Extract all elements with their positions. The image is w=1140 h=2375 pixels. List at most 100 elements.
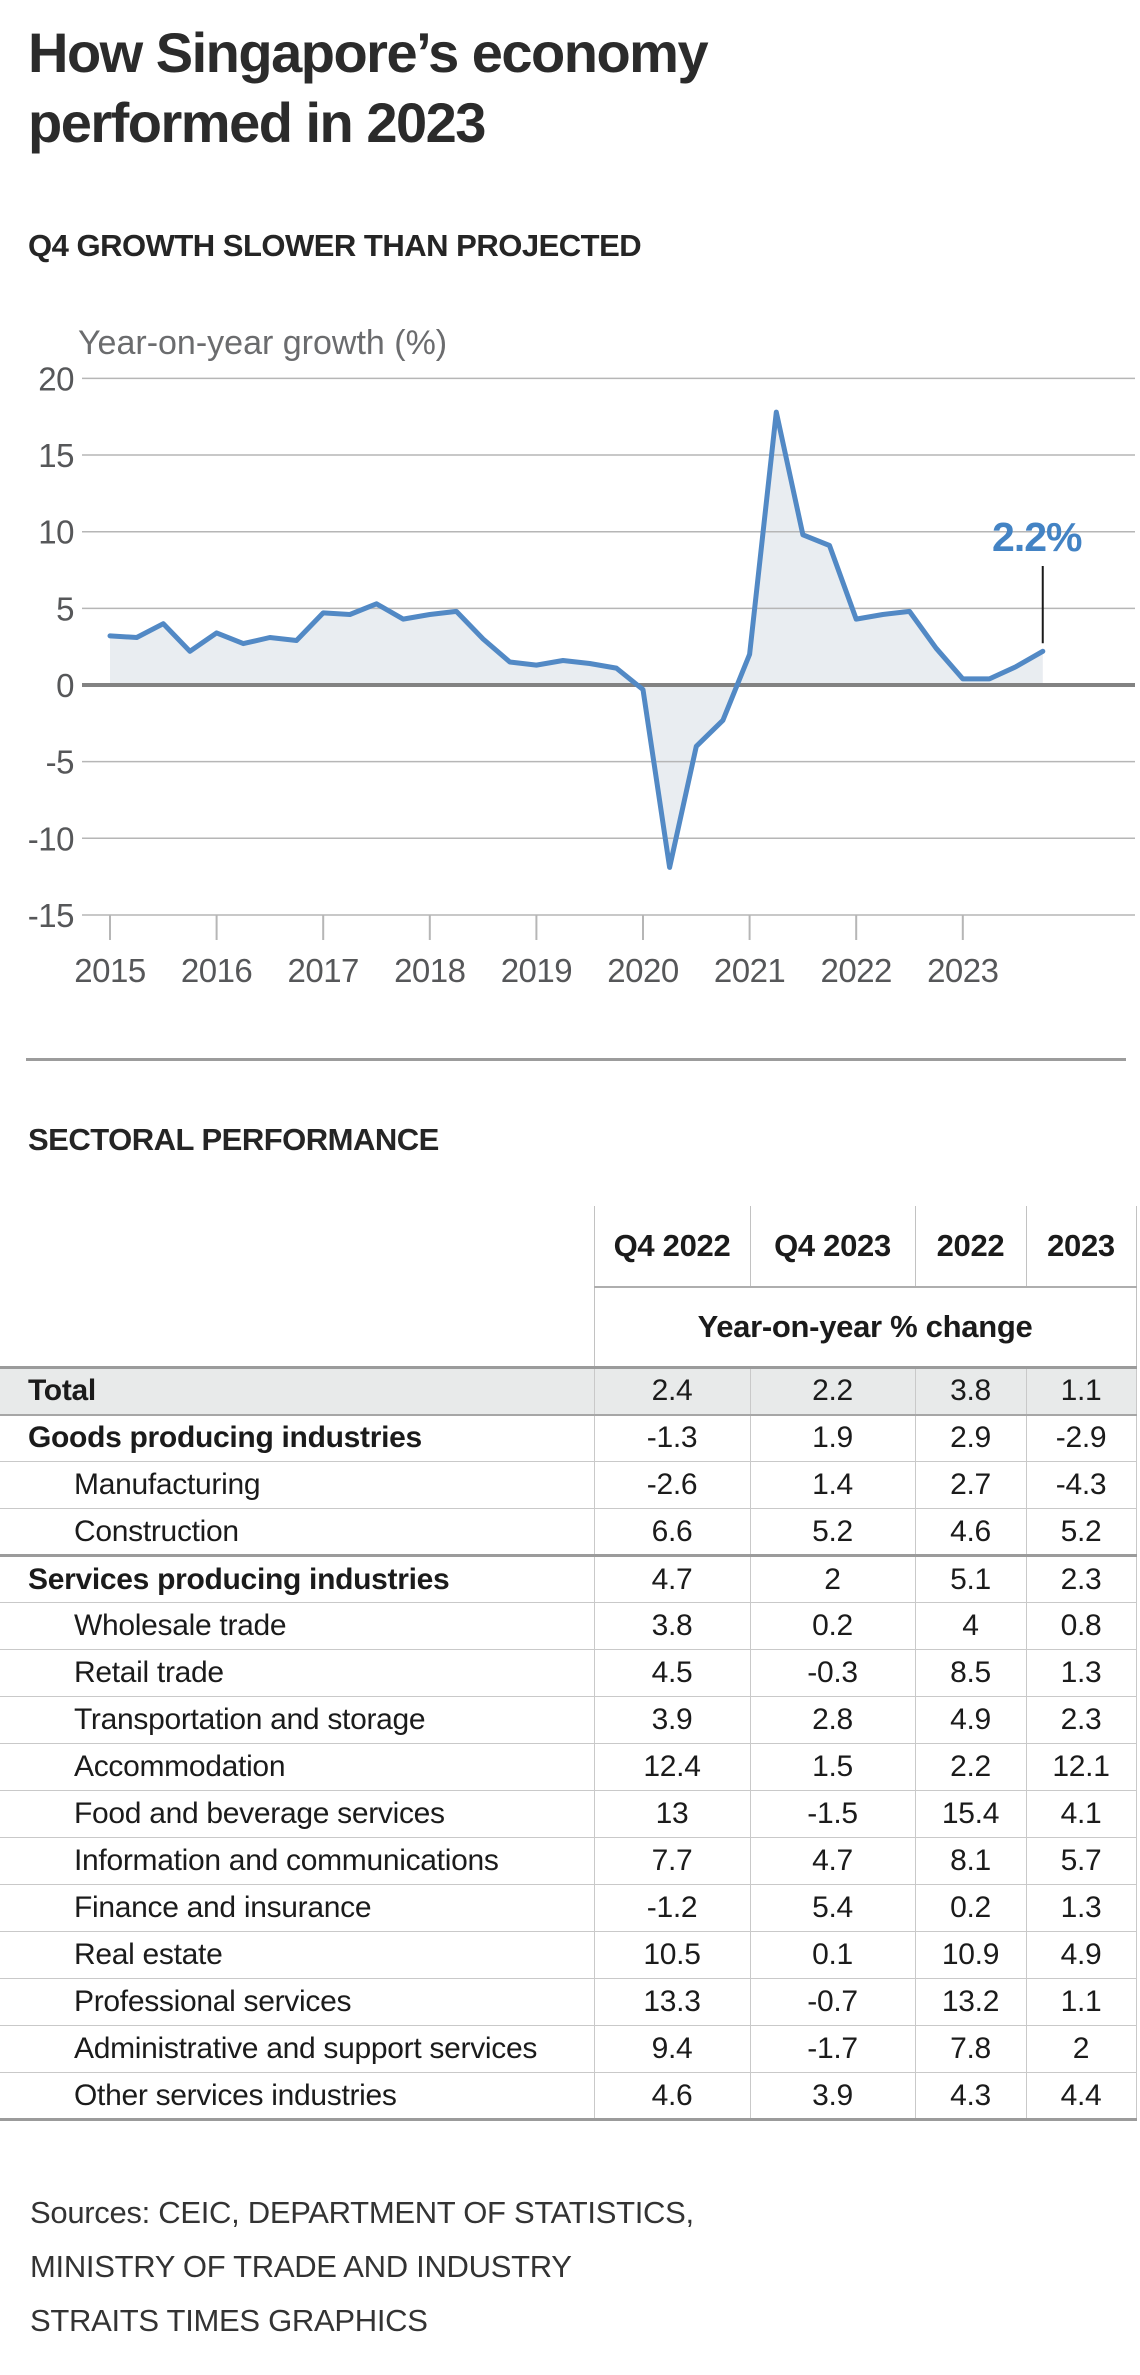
row-value: 4.6: [593, 2072, 750, 2120]
row-value: -1.3: [593, 1414, 750, 1462]
table-header-row: Q4 2022 Q4 2023 2022 2023: [0, 1206, 1137, 1288]
row-value: 0.8: [1025, 1602, 1137, 1650]
row-value: 1.3: [1025, 1884, 1137, 1932]
x-tick-label: 2020: [607, 952, 679, 989]
table-row-real-estate: Real estate 10.5 0.1 10.9 4.9: [0, 1931, 1137, 1979]
annotation-label: 2.2%: [992, 514, 1082, 560]
x-tick-label: 2022: [820, 952, 891, 989]
table-row-finance-insurance: Finance and insurance -1.2 5.4 0.2 1.3: [0, 1884, 1137, 1932]
table-row-retail-trade: Retail trade 4.5 -0.3 8.5 1.3: [0, 1649, 1137, 1697]
x-axis-labels: 2015 2016 2017 2018 2019 2020 2021 2022 2023: [74, 952, 999, 989]
table-row-manufacturing: Manufacturing -2.6 1.4 2.7 -4.3: [0, 1461, 1137, 1509]
y-tick-label: 0: [56, 667, 74, 704]
growth-chart: Year-on-year growth (%) 20151050-5-10-15…: [28, 324, 1135, 989]
row-label: Total: [0, 1367, 594, 1415]
row-value: 4: [914, 1602, 1026, 1650]
row-label: Transportation and storage: [74, 1703, 426, 1736]
row-value: -0.7: [749, 1978, 915, 2026]
row-value: -4.3: [1025, 1461, 1137, 1509]
row-value: 5.7: [1025, 1837, 1137, 1885]
row-value: -1.7: [749, 2025, 915, 2073]
row-value: 1.3: [1025, 1649, 1137, 1697]
row-value: 5.2: [1025, 1508, 1137, 1556]
table-row-services: Services producing industries 4.7 2 5.1 …: [0, 1555, 1137, 1603]
row-value: 1.4: [749, 1461, 915, 1509]
row-value: 0.1: [749, 1931, 915, 1979]
y-tick-label: 10: [38, 514, 74, 551]
row-value: 2: [1025, 2025, 1137, 2073]
row-label: Retail trade: [74, 1656, 224, 1689]
row-value: 1.9: [749, 1414, 915, 1462]
row-value: 4.7: [749, 1837, 915, 1885]
table-row-construction: Construction 6.6 5.2 4.6 5.2: [0, 1508, 1137, 1556]
y-tick-label: -5: [46, 744, 74, 781]
row-value: 12.4: [593, 1743, 750, 1791]
row-label: Accommodation: [74, 1750, 286, 1783]
row-label: Real estate: [74, 1938, 223, 1971]
x-tick-label: 2016: [181, 952, 252, 989]
x-tick-label: 2015: [74, 952, 145, 989]
sources-line-3: STRAITS TIMES GRAPHICS: [30, 2303, 428, 2338]
row-value: -2.9: [1025, 1414, 1137, 1462]
row-value: 4.9: [914, 1696, 1026, 1744]
row-value: -1.5: [749, 1790, 915, 1838]
row-value: 2.4: [593, 1367, 750, 1415]
row-label: Professional services: [74, 1985, 352, 2018]
row-value: 2.2: [749, 1367, 915, 1415]
row-value: 2.7: [914, 1461, 1026, 1509]
row-value: 13: [593, 1790, 750, 1838]
section-divider: [26, 1058, 1126, 1061]
table-row-wholesale-trade: Wholesale trade 3.8 0.2 4 0.8: [0, 1602, 1137, 1650]
row-value: 4.5: [593, 1649, 750, 1697]
row-value: 0.2: [749, 1602, 915, 1650]
table-subheader-row: Year-on-year % change: [0, 1287, 1137, 1368]
table-row-professional-services: Professional services 13.3 -0.7 13.2 1.1: [0, 1978, 1137, 2026]
row-value: 10.5: [593, 1931, 750, 1979]
row-label: Information and communications: [74, 1844, 499, 1877]
row-label: Other services industries: [74, 2078, 397, 2112]
y-tick-label: 20: [38, 360, 74, 397]
page-title: How Singapore’s economy performed in 202…: [28, 18, 709, 158]
row-label: Services producing industries: [28, 1562, 450, 1596]
row-value: -0.3: [749, 1649, 915, 1697]
table-row-transportation: Transportation and storage 3.9 2.8 4.9 2…: [0, 1696, 1137, 1744]
x-tick-label: 2021: [714, 952, 785, 989]
row-value: 0.2: [914, 1884, 1026, 1932]
col-header-q4-2023: Q4 2023: [749, 1206, 915, 1288]
sector-table: Q4 2022 Q4 2023 2022 2023 Year-on-year %…: [0, 1206, 1137, 2121]
row-value: 4.6: [914, 1508, 1026, 1556]
row-value: 2.3: [1025, 1555, 1137, 1603]
row-label: Goods producing industries: [28, 1421, 422, 1455]
y-axis-labels: 20 15 10 5 0 -5 -10 -15: [28, 360, 75, 934]
x-axis-ticks: [109, 915, 964, 940]
row-value: 15.4: [914, 1790, 1026, 1838]
row-value: 5.4: [749, 1884, 915, 1932]
row-value: 7.8: [914, 2025, 1026, 2073]
row-label: Wholesale trade: [74, 1609, 287, 1642]
chart-section-heading: Q4 GROWTH SLOWER THAN PROJECTED: [28, 228, 642, 263]
growth-line: [107, 409, 1046, 870]
sources-credit: Sources: CEIC, DEPARTMENT OF STATISTICS,…: [30, 2186, 694, 2348]
chart-unit-label: Year-on-year growth (%): [78, 324, 447, 362]
row-value: 8.1: [914, 1837, 1026, 1885]
col-header-2022: 2022: [914, 1206, 1026, 1288]
row-value: 4.9: [1025, 1931, 1137, 1979]
row-value: 3.9: [749, 2072, 915, 2120]
table-row-infocomm: Information and communications 7.7 4.7 8…: [0, 1837, 1137, 1885]
header-spacer: [0, 1206, 594, 1287]
row-value: 4.1: [1025, 1790, 1137, 1838]
subheader-spacer: [0, 1287, 594, 1368]
row-value: 7.7: [593, 1837, 750, 1885]
y-tick-label: 15: [38, 437, 74, 474]
y-tick-label: -10: [28, 820, 74, 857]
x-tick-label: 2017: [287, 952, 358, 989]
row-value: 2.2: [914, 1743, 1026, 1791]
row-value: 4.4: [1025, 2072, 1137, 2120]
table-row-other-services: Other services industries 4.6 3.9 4.3 4.…: [0, 2072, 1137, 2120]
table-section-heading: SECTORAL PERFORMANCE: [28, 1122, 439, 1157]
row-value: -2.6: [593, 1461, 750, 1509]
row-label: Construction: [74, 1514, 239, 1548]
y-tick-label: 5: [56, 590, 74, 627]
row-value: 8.5: [914, 1649, 1026, 1697]
row-value: 2.8: [749, 1696, 915, 1744]
